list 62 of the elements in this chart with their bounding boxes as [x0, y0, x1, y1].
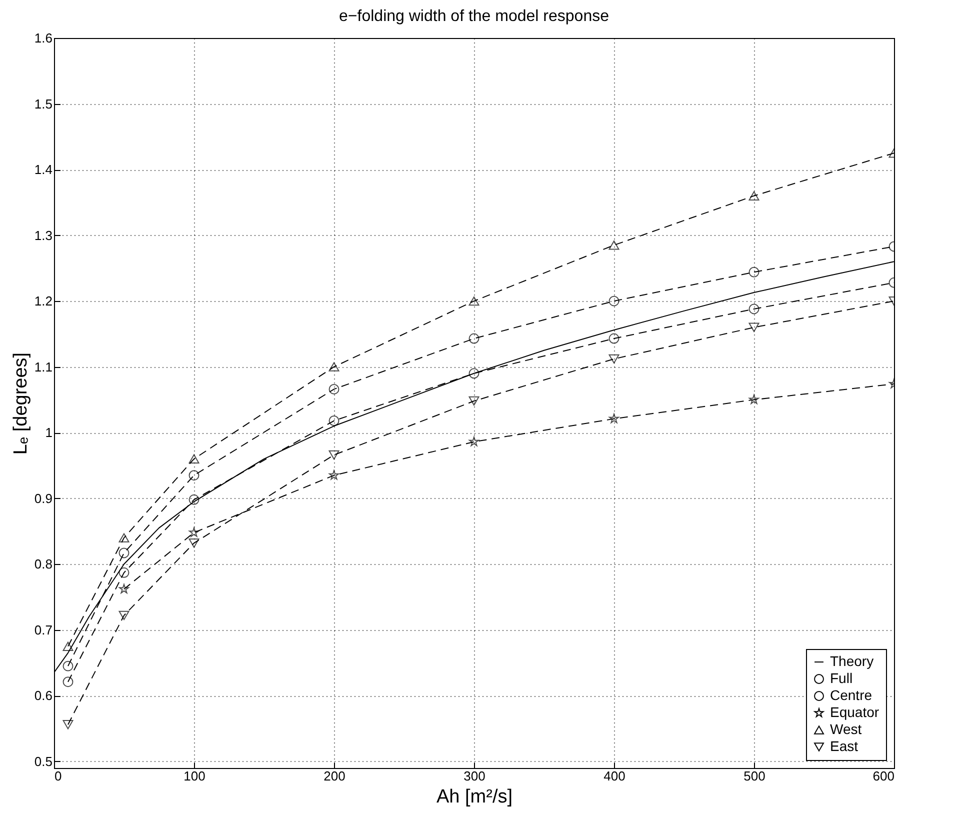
point — [328, 384, 340, 394]
point — [62, 720, 74, 730]
legend-label: Centre — [830, 687, 872, 703]
point — [748, 266, 760, 278]
y-tick-label: 0.9 — [34, 490, 52, 506]
y-tick-label: 0.7 — [34, 622, 52, 638]
point — [608, 333, 620, 344]
point — [468, 296, 480, 306]
point — [328, 416, 340, 426]
point — [188, 527, 200, 537]
legend-label: Equator — [830, 704, 880, 720]
point — [62, 676, 74, 688]
point — [188, 494, 200, 505]
x-tick-label: 200 — [324, 768, 346, 784]
point — [748, 322, 760, 332]
y-tick-label: 1.1 — [34, 359, 52, 374]
y-axis-title: Lₑ [degrees] — [10, 352, 32, 455]
x-tick-label: 500 — [744, 768, 766, 784]
point — [328, 470, 340, 480]
legend-label: Theory — [830, 653, 874, 669]
y-tick-label: 0.5 — [34, 754, 52, 769]
point — [468, 333, 480, 344]
y-tick-label: 0.8 — [34, 556, 52, 572]
point — [328, 362, 340, 372]
point — [608, 296, 620, 306]
point — [748, 304, 760, 314]
point — [62, 660, 74, 672]
point — [468, 396, 480, 406]
point — [468, 368, 480, 379]
legend-label: East — [830, 738, 858, 754]
point — [328, 450, 340, 460]
x-tick-label: 400 — [604, 768, 626, 784]
point — [608, 354, 620, 364]
x-tick-label: 0 — [54, 768, 62, 784]
y-tick-label: 1.3 — [34, 228, 52, 243]
point — [748, 191, 760, 200]
point — [118, 584, 130, 594]
point — [62, 642, 74, 651]
point — [118, 610, 130, 620]
x-tick-label: 300 — [464, 768, 486, 784]
y-tick-label: 1.2 — [34, 294, 52, 309]
y-tick-label: 1 — [45, 425, 52, 440]
point — [188, 470, 200, 481]
y-tick-label: 1.6 — [34, 30, 52, 46]
point — [118, 567, 130, 578]
point — [118, 533, 130, 542]
y-tick-label: 0.6 — [34, 688, 52, 704]
x-tick-label: 100 — [184, 768, 206, 784]
point — [188, 538, 200, 548]
legend-label: West — [830, 721, 862, 737]
point — [118, 548, 130, 558]
point — [608, 240, 620, 250]
point — [608, 414, 620, 424]
point — [188, 454, 200, 464]
point — [748, 394, 760, 404]
x-axis-title: Ah [m²/s] — [436, 786, 513, 808]
point — [468, 436, 480, 446]
chart-title: e−folding width of the model response — [339, 8, 610, 25]
legend-label: Full — [830, 670, 853, 686]
x-tick-label: 600 — [872, 768, 894, 784]
y-tick-label: 1.5 — [34, 96, 52, 112]
y-tick-label: 1.4 — [34, 162, 52, 178]
